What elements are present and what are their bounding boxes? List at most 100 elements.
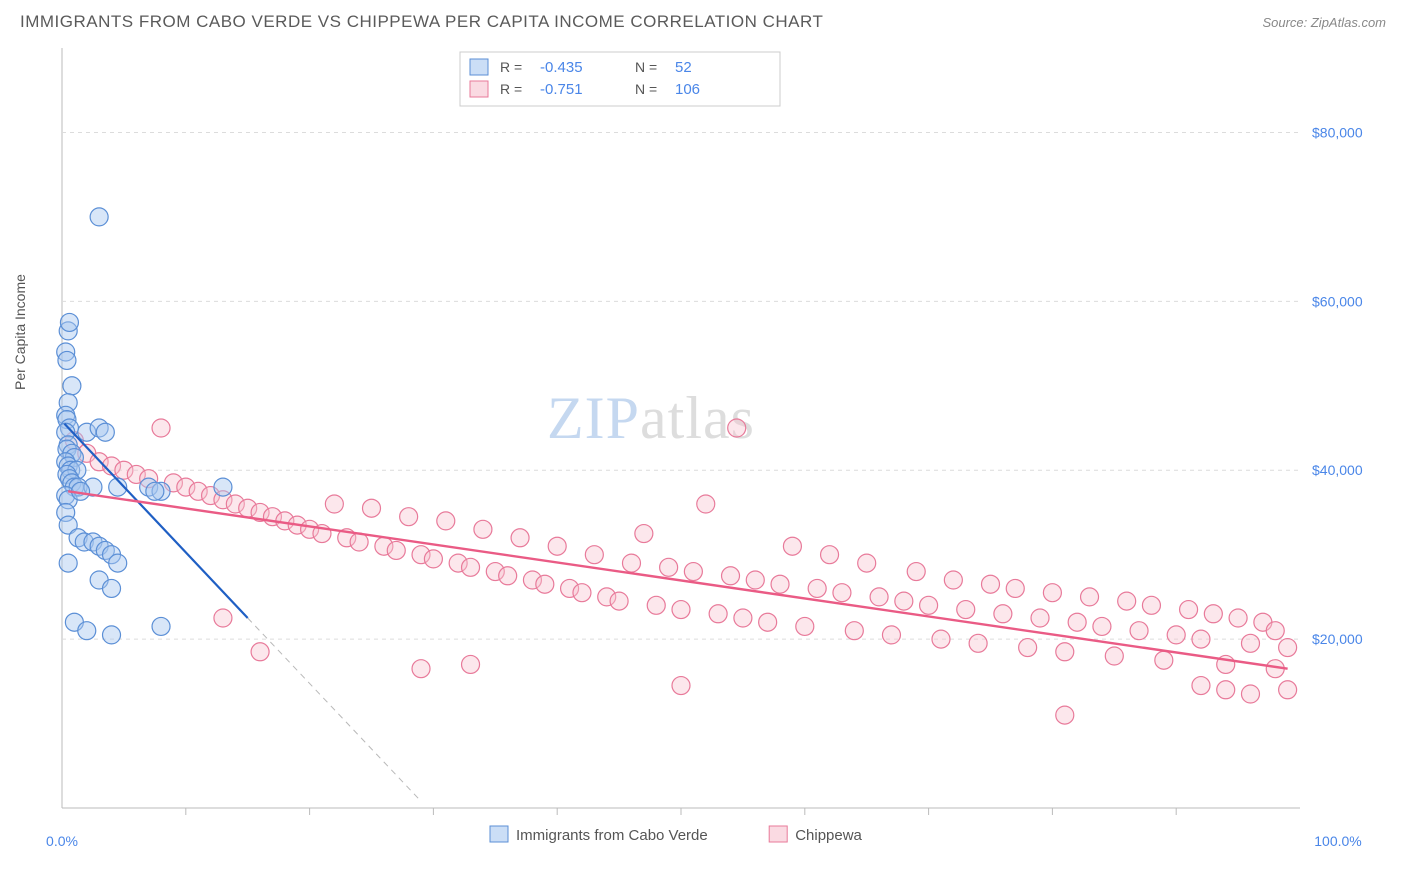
data-point (1105, 647, 1123, 665)
data-point (957, 601, 975, 619)
data-point (1204, 605, 1222, 623)
data-point (722, 567, 740, 585)
header-row: IMMIGRANTS FROM CABO VERDE VS CHIPPEWA P… (20, 12, 1386, 32)
chart-title: IMMIGRANTS FROM CABO VERDE VS CHIPPEWA P… (20, 12, 823, 32)
data-point (1056, 643, 1074, 661)
legend-series-label: Chippewa (795, 827, 862, 844)
legend-swatch (769, 826, 787, 842)
data-point (1241, 634, 1259, 652)
data-point (672, 677, 690, 695)
data-point (833, 584, 851, 602)
y-tick-label: $20,000 (1312, 631, 1363, 647)
legend-r-value: -0.751 (540, 81, 583, 98)
data-point (1068, 613, 1086, 631)
data-point (684, 563, 702, 581)
data-point (1056, 706, 1074, 724)
y-tick-label: $40,000 (1312, 462, 1363, 478)
data-point (462, 655, 480, 673)
data-point (152, 419, 170, 437)
data-point (1217, 681, 1235, 699)
data-point (146, 482, 164, 500)
data-point (821, 546, 839, 564)
data-point (1155, 651, 1173, 669)
data-point (437, 512, 455, 530)
data-point (60, 313, 78, 331)
data-point (994, 605, 1012, 623)
legend-n-value: 106 (675, 81, 700, 98)
data-point (1192, 630, 1210, 648)
data-point (499, 567, 517, 585)
data-point (109, 554, 127, 572)
legend-r-label: R = (500, 59, 522, 75)
data-point (907, 563, 925, 581)
data-point (610, 592, 628, 610)
legend-swatch (490, 826, 508, 842)
data-point (59, 554, 77, 572)
data-point (387, 541, 405, 559)
data-point (771, 575, 789, 593)
data-point (783, 537, 801, 555)
legend-n-label: N = (635, 81, 657, 97)
x-tick-label-max: 100.0% (1314, 833, 1361, 849)
data-point (78, 622, 96, 640)
data-point (697, 495, 715, 513)
y-tick-label: $60,000 (1312, 293, 1363, 309)
chart-container: Per Capita Income $20,000$40,000$60,000$… (20, 38, 1386, 858)
legend-swatch (470, 59, 488, 75)
data-point (1081, 588, 1099, 606)
legend-n-value: 52 (675, 59, 692, 76)
data-point (982, 575, 1000, 593)
data-point (325, 495, 343, 513)
data-point (363, 499, 381, 517)
data-point (728, 419, 746, 437)
legend-r-label: R = (500, 81, 522, 97)
data-point (622, 554, 640, 572)
legend-n-label: N = (635, 59, 657, 75)
legend-r-value: -0.435 (540, 59, 583, 76)
data-point (103, 626, 121, 644)
trend-line (68, 491, 1287, 668)
data-point (412, 660, 430, 678)
data-point (214, 609, 232, 627)
data-point (1118, 592, 1136, 610)
data-point (759, 613, 777, 631)
trend-line-extension (248, 618, 421, 801)
data-point (1180, 601, 1198, 619)
data-point (58, 351, 76, 369)
data-point (1241, 685, 1259, 703)
data-point (1019, 639, 1037, 657)
data-point (152, 617, 170, 635)
data-point (462, 558, 480, 576)
data-point (474, 520, 492, 538)
data-point (660, 558, 678, 576)
data-point (63, 377, 81, 395)
data-point (214, 478, 232, 496)
data-point (808, 579, 826, 597)
watermark: ZIPatlas (547, 385, 755, 451)
data-point (511, 529, 529, 547)
source-attribution: Source: ZipAtlas.com (1262, 15, 1386, 30)
data-point (932, 630, 950, 648)
data-point (647, 596, 665, 614)
data-point (90, 208, 108, 226)
data-point (573, 584, 591, 602)
data-point (635, 525, 653, 543)
data-point (1279, 639, 1297, 657)
data-point (858, 554, 876, 572)
data-point (1167, 626, 1185, 644)
data-point (1031, 609, 1049, 627)
data-point (882, 626, 900, 644)
data-point (870, 588, 888, 606)
data-point (548, 537, 566, 555)
legend-series-label: Immigrants from Cabo Verde (516, 827, 708, 844)
data-point (796, 617, 814, 635)
data-point (1130, 622, 1148, 640)
data-point (251, 643, 269, 661)
data-point (424, 550, 442, 568)
y-tick-label: $80,000 (1312, 124, 1363, 140)
data-point (1192, 677, 1210, 695)
data-point (1043, 584, 1061, 602)
data-point (1266, 622, 1284, 640)
data-point (1006, 579, 1024, 597)
data-point (1279, 681, 1297, 699)
